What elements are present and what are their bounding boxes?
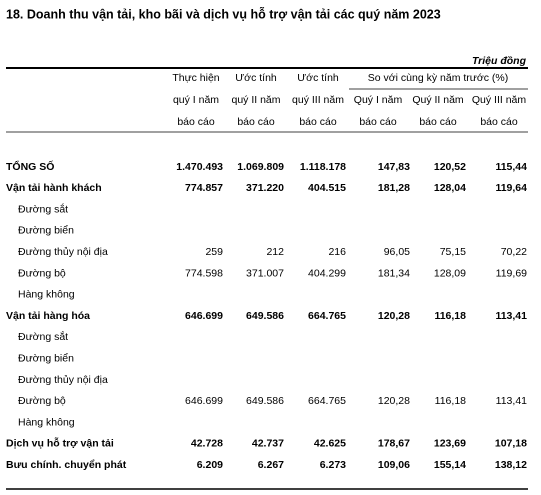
cell: 75,15 [440,246,466,258]
cell: 42.737 [252,438,284,450]
unit: Triệu đồng [472,55,527,67]
row-label: Đường bộ [18,395,66,407]
cell: 1.069.809 [237,161,284,173]
column-header: Quý I năm [354,94,403,106]
cell: 123,69 [434,438,466,450]
row-label: Hàng không [18,289,75,301]
row-label: Đường biển [18,225,74,237]
cell: 96,05 [384,246,410,258]
row-label: Đường thủy nội địa [18,246,108,258]
cell: 774.857 [185,182,223,194]
column-header: Ước tính [297,72,339,84]
cell: 119,69 [496,267,527,279]
column-header: quý I năm [173,94,219,106]
cell: 646.699 [185,395,223,407]
cell: 115,44 [495,161,527,173]
row-label: Hàng không [18,416,75,428]
cell: 404.299 [308,267,346,279]
column-header: báo cáo [480,116,518,128]
column-header: báo cáo [177,116,215,128]
column-header: Quý III năm [472,94,527,106]
cell: 109,06 [378,459,410,471]
cell: 128,09 [434,267,466,279]
cell: 649.586 [246,395,284,407]
cell: 664.765 [308,310,346,322]
column-header: báo cáo [237,116,275,128]
title: 18. Doanh thu vận tải, kho bãi và dịch v… [6,6,441,21]
cell: 107,18 [495,438,527,450]
row-label: Đường sắt [18,202,68,215]
cell: 113,41 [496,395,527,407]
group-header: So với cùng kỳ năm trước (%) [368,72,508,84]
column-header: Ước tính [235,72,277,84]
row-label: Vận tải hành khách [6,182,102,194]
cell: 113,41 [495,310,527,322]
cell: 404.515 [308,182,346,194]
cell: 178,67 [378,438,410,450]
row-label: TỔNG SỐ [6,159,54,173]
cell: 664.765 [308,395,346,407]
cell: 116,18 [434,310,466,322]
row-label: Đường bộ [18,267,66,279]
cell: 1.470.493 [176,161,223,173]
cell: 120,28 [378,310,410,322]
column-header: báo cáo [299,116,337,128]
cell: 646.699 [185,310,223,322]
row-label: Đường thủy nội địa [18,374,108,386]
cell: 1.118.178 [300,161,346,173]
row-label: Đường biển [18,352,74,364]
cell: 181,28 [378,182,410,194]
cell: 6.209 [197,459,223,471]
cell: 70,22 [501,246,527,258]
cell: 128,04 [434,182,466,194]
cell: 774.598 [185,267,223,279]
cell: 42.728 [191,438,223,450]
cell: 120,28 [378,395,410,407]
cell: 216 [328,246,346,258]
cell: 138,12 [495,459,527,471]
cell: 649.586 [246,310,284,322]
column-header: báo cáo [359,116,397,128]
column-header: báo cáo [419,116,457,128]
row-label: Đường sắt [18,330,68,343]
column-header: quý II năm [231,94,280,106]
column-header: Thực hiện [172,72,219,84]
cell: 6.273 [320,459,346,471]
row-label: Bưu chính. chuyển phát [6,459,127,471]
cell: 259 [205,246,223,258]
cell: 147,83 [378,161,410,173]
cell: 120,52 [434,161,466,173]
cell: 42.625 [314,438,346,450]
cell: 119,64 [495,182,527,194]
row-label: Vận tải hàng hóa [6,310,90,322]
cell: 181,34 [378,267,410,279]
cell: 6.267 [258,459,284,471]
cell: 212 [266,246,284,258]
cell: 371.007 [246,267,284,279]
column-header: Quý II năm [412,94,464,106]
cell: 116,18 [435,395,466,407]
column-header: quý III năm [292,94,344,106]
row-label: Dịch vụ hỗ trợ vận tải [6,437,114,450]
cell: 155,14 [434,459,466,471]
cell: 371.220 [246,182,284,194]
